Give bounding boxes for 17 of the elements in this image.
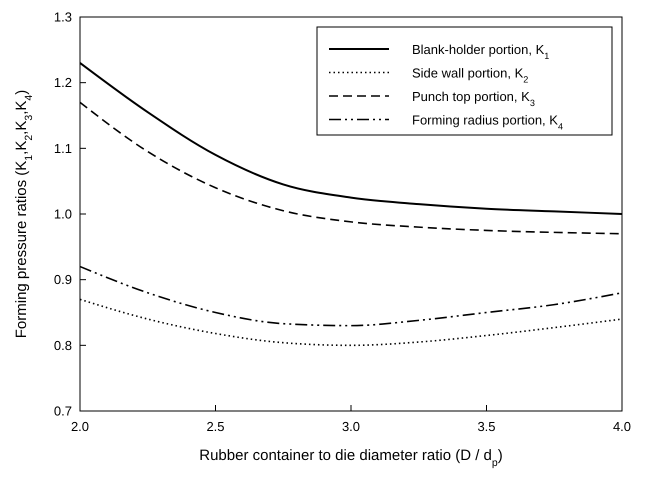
x-tick-label: 4.0 — [612, 419, 632, 434]
x-tick-label: 3.5 — [477, 419, 496, 434]
y-tick-label: 1.3 — [54, 10, 72, 24]
x-tick-label: 2.0 — [70, 419, 90, 434]
y-tick-label: 1.2 — [54, 75, 72, 90]
legend-label: Blank-holder portion, K$_{1}$ — [412, 42, 550, 61]
x-tick-label: 3.0 — [342, 419, 360, 434]
x-tick-label: 2.5 — [206, 419, 225, 434]
legend-label: Side wall portion, K$_{2}$ — [412, 66, 528, 84]
legend-label: Punch top portion, K$_{3}$ — [412, 89, 535, 108]
y-tick-label: 0.8 — [54, 338, 72, 353]
y-tick-label: 1.1 — [54, 140, 72, 156]
y-tick-label: 1.0 — [54, 206, 72, 222]
x-axis-title: Rubber container to die diameter ratio (D / d$_{p}$) — [199, 447, 503, 469]
legend-label: Forming radius portion, K$_{4}$ — [412, 112, 564, 132]
y-tick-label: 0.7 — [54, 404, 72, 418]
y-tick-label: 0.9 — [54, 272, 72, 288]
